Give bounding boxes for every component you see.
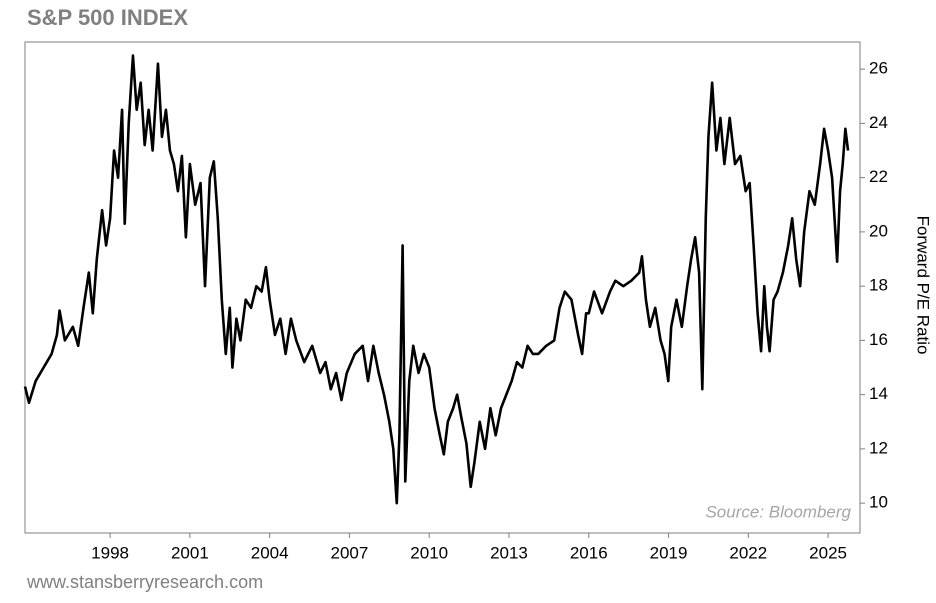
- y-tick-label: 18: [869, 276, 888, 295]
- y-tick-label: 20: [869, 221, 888, 240]
- y-tick-label: 26: [869, 59, 888, 78]
- y-tick-label: 14: [869, 384, 888, 403]
- x-tick-label: 1998: [91, 543, 129, 562]
- source-note: Source: Bloomberg: [705, 502, 851, 521]
- x-tick-label: 2019: [650, 543, 688, 562]
- x-tick-label: 2007: [331, 543, 369, 562]
- x-tick-label: 2022: [729, 543, 767, 562]
- y-tick-label: 10: [869, 493, 888, 512]
- y-tick-label: 12: [869, 438, 888, 457]
- x-tick-label: 2025: [809, 543, 847, 562]
- x-tick-label: 2013: [490, 543, 528, 562]
- x-tick-label: 2010: [410, 543, 448, 562]
- x-tick-label: 2001: [171, 543, 209, 562]
- line-series: [23, 54, 850, 505]
- y-axis-label: Forward P/E Ratio: [914, 216, 933, 355]
- y-tick-label: 22: [869, 167, 888, 186]
- y-tick-label: 16: [869, 330, 888, 349]
- chart-title: S&P 500 INDEX: [27, 5, 188, 30]
- footer: www.stansberryresearch.com: [26, 572, 263, 592]
- x-tick-label: 2016: [570, 543, 608, 562]
- plot-frame: [24, 41, 861, 534]
- y-tick-label: 24: [869, 113, 888, 132]
- x-tick-label: 2004: [251, 543, 289, 562]
